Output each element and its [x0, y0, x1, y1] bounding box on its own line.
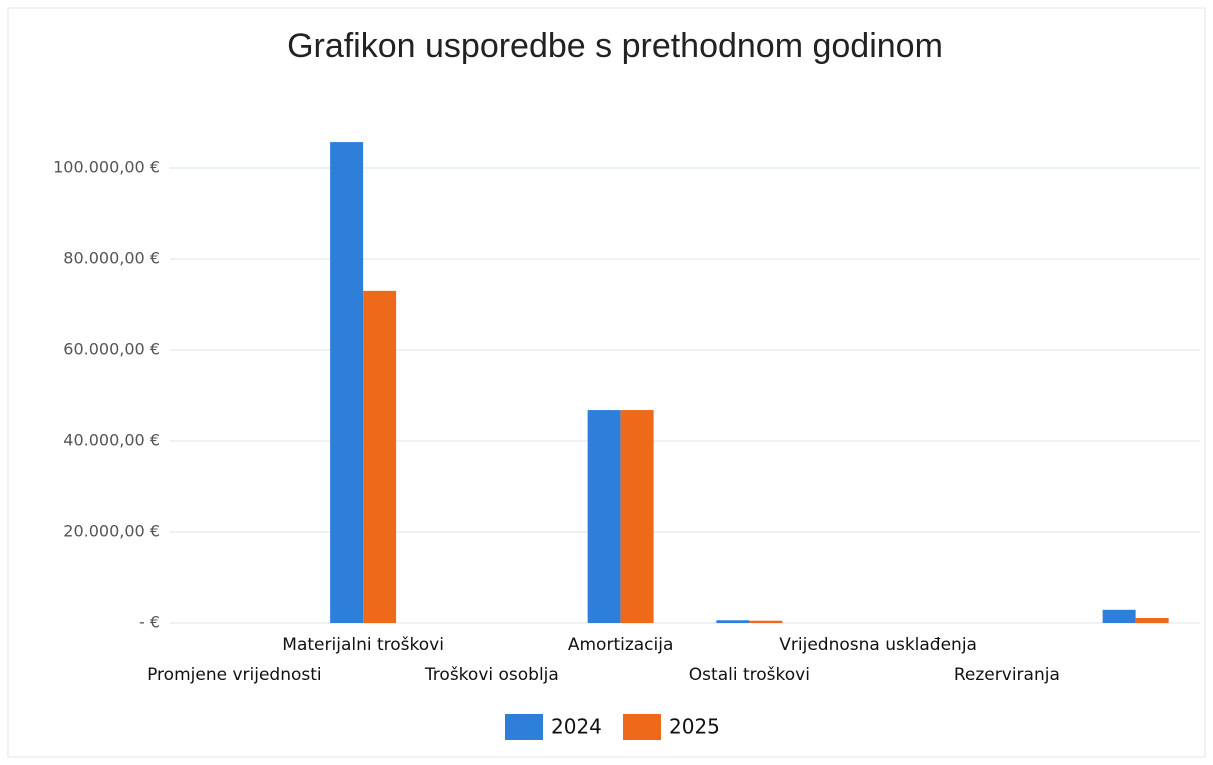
- legend-swatch: [623, 714, 661, 740]
- y-tick-label: 100.000,00 €: [53, 158, 160, 177]
- x-tick-label: Amortizacija: [568, 635, 674, 655]
- legend-label: 2024: [551, 715, 602, 739]
- chart-title: Grafikon usporedbe s prethodnom godinom: [287, 27, 943, 65]
- x-tick-label: Vrijednosna usklađenja: [779, 635, 977, 655]
- y-tick-label: 60.000,00 €: [63, 340, 160, 359]
- bar: [1135, 617, 1169, 623]
- x-tick-label: Materijalni troškovi: [282, 635, 444, 655]
- y-tick-label: - €: [139, 613, 160, 632]
- bar: [363, 290, 397, 623]
- y-tick-label: 40.000,00 €: [63, 431, 160, 450]
- bar: [587, 410, 621, 623]
- x-tick-label: Ostali troškovi: [689, 665, 810, 685]
- bar: [749, 620, 783, 623]
- bar: [620, 410, 654, 623]
- chart-border: [7, 7, 1206, 758]
- x-tick-label: Promjene vrijednosti: [147, 665, 322, 685]
- bar: [330, 142, 364, 623]
- y-tick-label: 20.000,00 €: [63, 522, 160, 541]
- legend-label: 2025: [669, 715, 720, 739]
- legend-swatch: [505, 714, 543, 740]
- bar: [1102, 609, 1136, 623]
- x-tick-label: Rezerviranja: [954, 665, 1060, 685]
- y-tick-label: 80.000,00 €: [63, 249, 160, 268]
- x-tick-label: Troškovi osoblja: [424, 665, 559, 685]
- bar: [716, 620, 750, 623]
